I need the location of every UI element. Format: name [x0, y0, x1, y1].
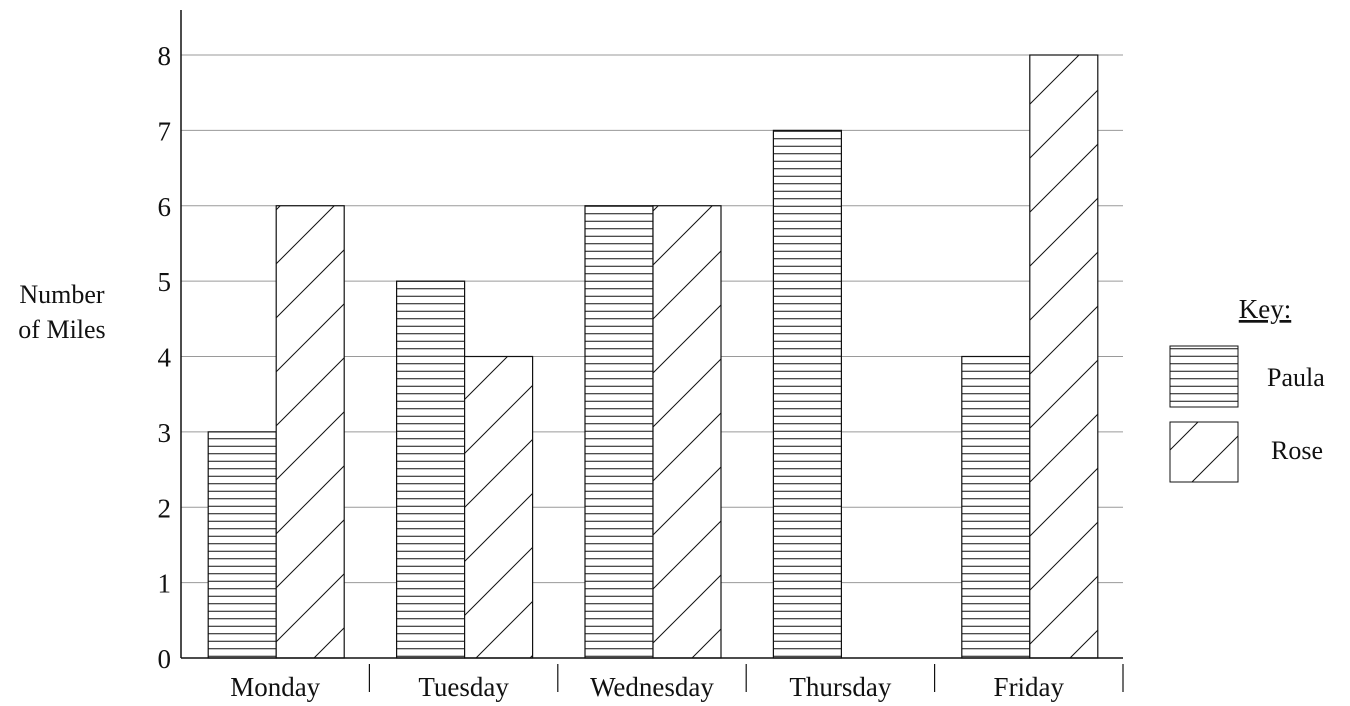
y-tick-label: 5: [158, 267, 172, 297]
y-tick-label: 0: [158, 644, 172, 674]
bar-paula-friday: [961, 355, 1031, 659]
y-axis-label-line1: Number: [19, 280, 105, 309]
bar-rose-friday: [1029, 54, 1099, 659]
y-axis-label-line2: of Miles: [18, 315, 105, 344]
y-tick-label: 7: [158, 116, 172, 146]
bars: [207, 54, 1099, 659]
bar-paula-monday: [207, 431, 277, 659]
bar-paula-tuesday: [396, 280, 466, 659]
bar-rose-wednesday: [652, 205, 722, 659]
legend-label-rose: Rose: [1271, 436, 1323, 465]
legend: Key: Paula Rose: [1169, 294, 1325, 483]
x-category-label: Wednesday: [590, 672, 714, 702]
x-category-label: Friday: [994, 672, 1065, 702]
y-tick-label: 2: [158, 493, 172, 523]
y-tick-label: 3: [158, 418, 172, 448]
x-category-label: Tuesday: [418, 672, 509, 702]
y-axis-ticks: 0 1 2 3 4 5 6 7 8: [158, 41, 172, 674]
legend-swatch-rose: [1169, 421, 1239, 483]
x-category-label: Thursday: [789, 672, 891, 702]
bar-rose-tuesday: [464, 355, 534, 659]
y-tick-label: 8: [158, 41, 172, 71]
x-category-label: Monday: [230, 672, 320, 702]
legend-label-paula: Paula: [1267, 363, 1325, 392]
y-tick-label: 6: [158, 192, 172, 222]
y-tick-label: 4: [158, 343, 172, 373]
bar-rose-monday: [275, 205, 345, 659]
legend-title: Key:: [1239, 294, 1291, 324]
bar-paula-wednesday: [584, 205, 654, 659]
bar-paula-thursday: [772, 129, 843, 659]
x-axis-categories: Monday Tuesday Wednesday Thursday Friday: [230, 664, 1124, 702]
y-tick-label: 1: [158, 569, 172, 599]
legend-swatch-paula: [1169, 345, 1239, 408]
